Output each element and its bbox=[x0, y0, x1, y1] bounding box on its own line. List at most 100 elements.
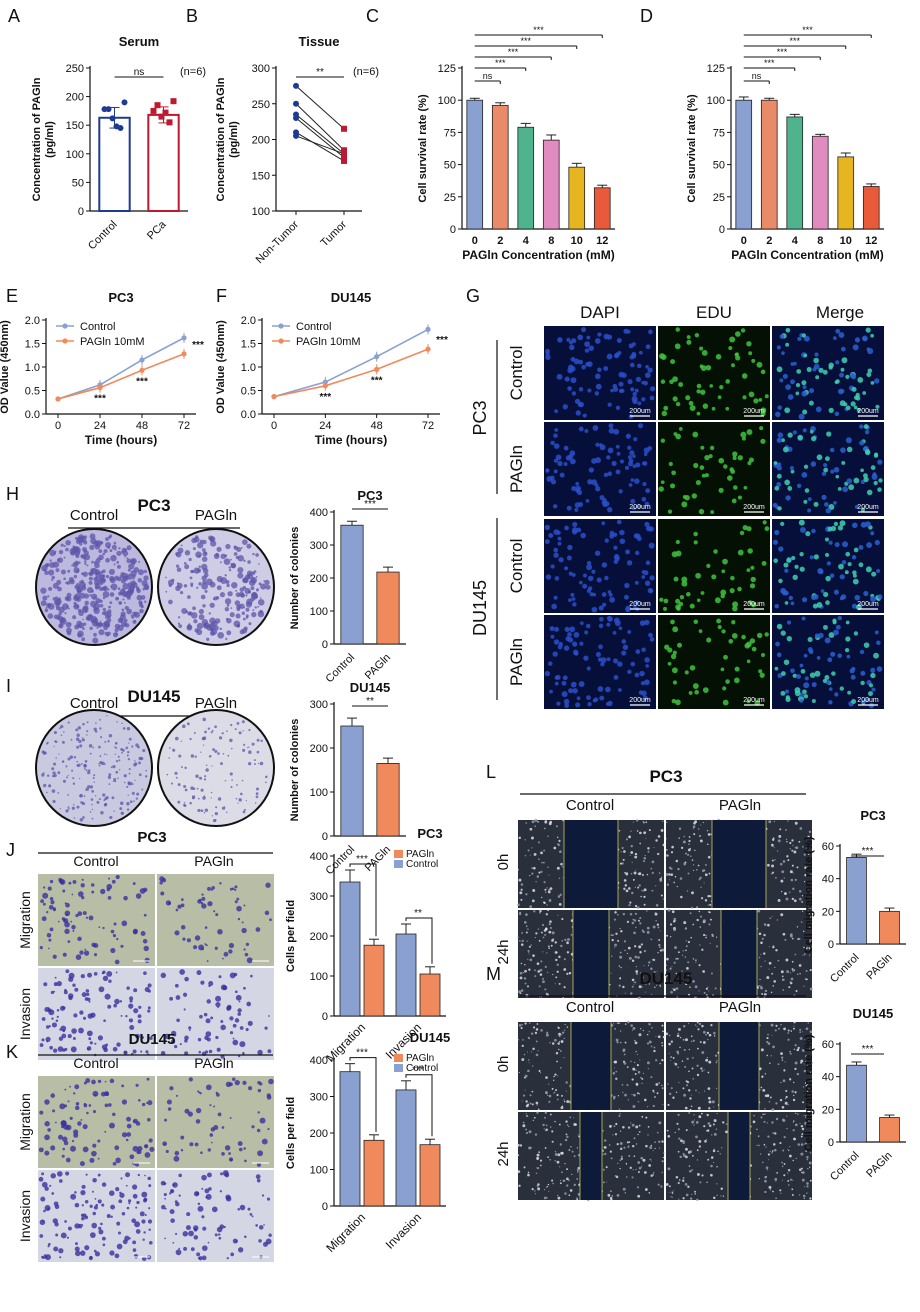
cell-texture bbox=[781, 870, 785, 874]
cell-nucleus bbox=[575, 481, 580, 486]
cell-texture bbox=[696, 1064, 699, 1067]
cell-texture bbox=[687, 853, 690, 856]
cell-nucleus bbox=[616, 519, 622, 525]
colony bbox=[111, 796, 115, 800]
panel-letter-l: L bbox=[486, 762, 496, 782]
x-tick-label: Invasion bbox=[383, 1210, 425, 1252]
cell-texture bbox=[520, 989, 524, 992]
cell-texture bbox=[694, 849, 696, 851]
stained-cell bbox=[79, 1010, 84, 1015]
cell-texture bbox=[558, 844, 560, 847]
stained-cell bbox=[62, 889, 66, 893]
cell-texture bbox=[517, 869, 519, 871]
colony bbox=[48, 586, 53, 592]
cell-texture bbox=[793, 1081, 795, 1084]
stained-cell bbox=[149, 1146, 155, 1152]
cell-texture bbox=[536, 1153, 540, 1157]
colony bbox=[196, 586, 199, 589]
cell-nucleus bbox=[729, 588, 735, 594]
cell-texture bbox=[675, 972, 678, 975]
colony bbox=[79, 542, 83, 546]
colony bbox=[69, 756, 72, 758]
colony bbox=[168, 599, 173, 605]
cell-texture bbox=[794, 1061, 798, 1065]
colony bbox=[53, 762, 57, 766]
cell-texture bbox=[658, 1082, 661, 1085]
cell-nucleus bbox=[839, 372, 845, 378]
colony bbox=[145, 769, 148, 772]
stained-cell bbox=[43, 1209, 46, 1213]
cell-texture bbox=[696, 1026, 698, 1028]
cell-texture bbox=[769, 917, 772, 920]
row-label: PAGln bbox=[507, 638, 526, 686]
stained-cell bbox=[173, 1034, 177, 1037]
cell-texture bbox=[688, 836, 691, 838]
cell-nucleus bbox=[772, 539, 778, 545]
cell-nucleus bbox=[803, 353, 808, 358]
cell-nucleus bbox=[600, 657, 607, 663]
cell-nucleus bbox=[617, 661, 623, 667]
cell-texture bbox=[801, 900, 804, 903]
colony bbox=[131, 791, 135, 795]
cell-texture bbox=[798, 937, 801, 941]
colony bbox=[86, 564, 89, 567]
cell-texture bbox=[662, 843, 666, 847]
data-point bbox=[341, 157, 347, 164]
stained-cell bbox=[229, 887, 233, 891]
stained-cell bbox=[229, 1158, 233, 1162]
colony bbox=[127, 758, 130, 761]
stained-cell bbox=[77, 911, 83, 916]
colony bbox=[67, 569, 71, 573]
stained-cell bbox=[77, 1121, 82, 1126]
cell-texture bbox=[772, 1045, 775, 1049]
cell-texture bbox=[767, 923, 770, 927]
cell-texture bbox=[638, 1131, 641, 1133]
cell-texture bbox=[781, 1161, 783, 1164]
x-tick-label: 48 bbox=[136, 420, 148, 432]
cell-texture bbox=[789, 1050, 791, 1053]
colony bbox=[177, 783, 181, 787]
colony bbox=[67, 807, 70, 810]
cell-nucleus bbox=[563, 645, 570, 651]
cell-texture bbox=[558, 955, 561, 959]
cell-texture bbox=[529, 875, 531, 877]
cell-texture bbox=[685, 940, 687, 942]
cell-nucleus bbox=[746, 699, 751, 704]
cell-texture bbox=[682, 950, 684, 952]
cell-nucleus bbox=[852, 573, 857, 578]
cell-nucleus bbox=[686, 592, 691, 597]
cell-nucleus bbox=[555, 674, 561, 680]
cell-nucleus bbox=[710, 510, 715, 514]
cell-nucleus bbox=[562, 404, 568, 410]
stained-cell bbox=[51, 1022, 57, 1028]
y-axis-label: Number of colonies bbox=[289, 527, 301, 630]
stained-cell bbox=[132, 1049, 137, 1054]
colony bbox=[247, 590, 252, 594]
cell-nucleus bbox=[554, 428, 559, 432]
stained-cell bbox=[264, 910, 270, 916]
cell-nucleus bbox=[588, 467, 594, 473]
colony bbox=[248, 750, 252, 754]
cell-nucleus bbox=[625, 549, 631, 555]
cell-texture bbox=[805, 1108, 807, 1110]
colony bbox=[256, 750, 260, 754]
stained-cell bbox=[234, 1018, 240, 1023]
cell-texture bbox=[617, 1162, 619, 1165]
cell-texture bbox=[627, 1020, 630, 1024]
stained-cell bbox=[58, 1248, 64, 1254]
colony bbox=[264, 775, 268, 779]
stained-cell bbox=[159, 881, 163, 885]
cell-texture bbox=[700, 824, 702, 826]
stained-cell bbox=[194, 1142, 199, 1147]
cell-nucleus bbox=[587, 479, 593, 485]
cell-texture bbox=[631, 1030, 633, 1032]
stained-cell bbox=[92, 1090, 99, 1097]
cell-nucleus bbox=[828, 632, 835, 638]
cell-texture bbox=[677, 957, 679, 960]
cell-nucleus bbox=[833, 466, 840, 473]
cell-texture bbox=[790, 977, 794, 981]
cell-texture bbox=[521, 1023, 523, 1026]
cell-nucleus bbox=[648, 329, 653, 335]
colony bbox=[40, 600, 47, 607]
colony bbox=[67, 794, 70, 796]
